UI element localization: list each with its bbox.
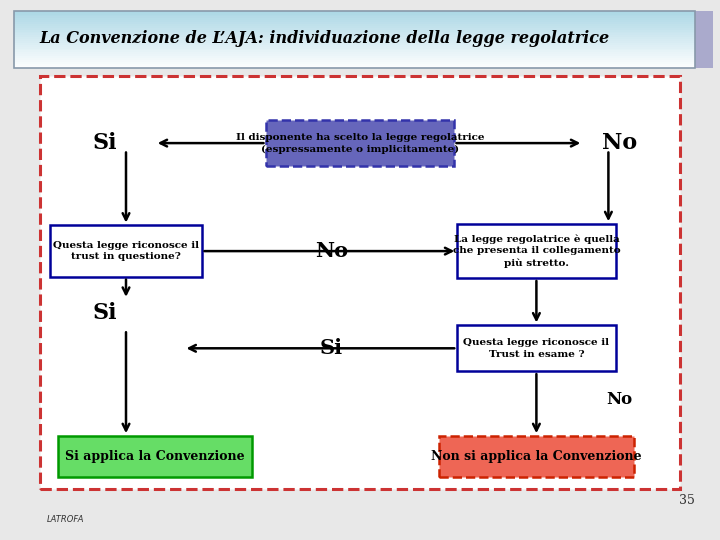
Bar [40, 11, 713, 68]
Bar [14, 58, 695, 60]
Text: La legge regolatrice è quella
che presenta il collegamento
più stretto.: La legge regolatrice è quella che presen… [453, 234, 620, 268]
Text: Il disponente ha scelto la legge regolatrice
(espressamente o implicitamente): Il disponente ha scelto la legge regolat… [235, 133, 485, 153]
Bar [266, 120, 454, 166]
Bar [14, 30, 695, 31]
Text: Si applica la Convenzione: Si applica la Convenzione [65, 450, 245, 463]
Bar [14, 36, 695, 37]
Bar [14, 16, 695, 18]
Bar [14, 51, 695, 52]
Bar [14, 20, 695, 22]
Bar [14, 45, 695, 47]
Bar [14, 49, 695, 51]
Text: Questa legge riconosce il
trust in questione?: Questa legge riconosce il trust in quest… [53, 241, 199, 261]
Text: La Convenzione de L’AJA: individuazione della legge regolatrice: La Convenzione de L’AJA: individuazione … [40, 30, 610, 48]
Bar [14, 15, 695, 16]
Bar [14, 18, 695, 20]
Bar [40, 76, 680, 489]
Bar [14, 54, 695, 56]
Bar [14, 26, 695, 28]
Bar [14, 39, 695, 41]
Text: LATROFA: LATROFA [47, 515, 84, 524]
Bar [14, 28, 695, 30]
Text: 35: 35 [679, 494, 695, 507]
Bar [14, 65, 695, 68]
Bar [14, 43, 695, 45]
Bar [14, 31, 695, 33]
Bar [14, 11, 695, 68]
Text: No: No [602, 132, 636, 154]
Text: Non si applica la Convenzione: Non si applica la Convenzione [431, 450, 642, 463]
Bar [14, 11, 695, 12]
Bar [14, 56, 695, 58]
Bar [58, 436, 252, 477]
Text: No: No [315, 241, 348, 261]
Bar [457, 325, 616, 372]
Bar [14, 41, 695, 43]
Bar [14, 13, 695, 15]
Bar [14, 60, 695, 62]
Text: No: No [606, 391, 632, 408]
Text: Si: Si [92, 132, 117, 154]
Bar [14, 46, 695, 49]
Bar [50, 226, 202, 276]
Text: Si: Si [92, 302, 117, 324]
Bar [14, 33, 695, 36]
Bar [14, 37, 695, 39]
Bar [14, 24, 695, 26]
Bar [14, 64, 695, 65]
Text: Questa legge riconosce il
Trust in esame ?: Questa legge riconosce il Trust in esame… [464, 338, 609, 359]
Bar [439, 436, 634, 477]
Bar [457, 224, 616, 278]
Bar [14, 62, 695, 64]
Bar [14, 52, 695, 55]
Bar [14, 22, 695, 24]
Text: Si: Si [320, 338, 343, 359]
